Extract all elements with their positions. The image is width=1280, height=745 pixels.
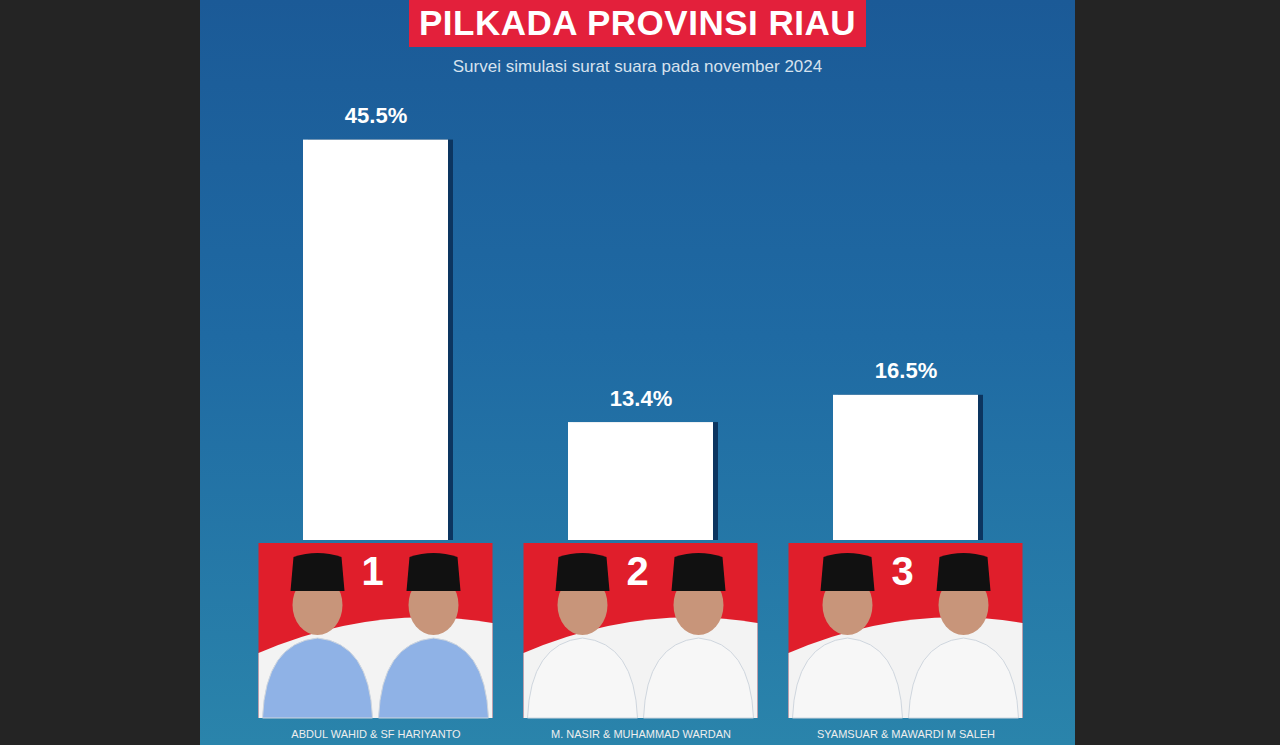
svg-text:M. NASIR & MUHAMMAD WARDAN: M. NASIR & MUHAMMAD WARDAN [551,728,731,740]
svg-text:45.5%: 45.5% [345,103,407,128]
svg-text:1: 1 [361,549,383,593]
html-text:Survei simulasi surat suara pa: Survei simulasi surat suara pada novembe… [452,57,823,76]
html-text:PILKADA PROVINSI RIAU: PILKADA PROVINSI RIAU [419,3,856,42]
svg-text:3: 3 [891,549,913,593]
svg-text:2: 2 [626,549,648,593]
svg-text:13.4%: 13.4% [610,386,672,411]
svg-text:ABDUL WAHID & SF HARIYANTO: ABDUL WAHID & SF HARIYANTO [291,728,461,740]
svg-text:16.5%: 16.5% [875,358,937,383]
svg-text:SYAMSUAR & MAWARDI M SALEH: SYAMSUAR & MAWARDI M SALEH [817,728,995,740]
